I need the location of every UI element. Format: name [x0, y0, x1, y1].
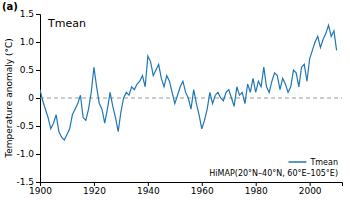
y-tick: -1.0 — [16, 149, 40, 159]
legend: Tmean — [288, 158, 338, 167]
y-tick-label: 1.5 — [20, 9, 34, 19]
y-tick: 1.0 — [20, 37, 40, 47]
y-tick-mark — [36, 98, 40, 99]
x-axis: 1900 1920 1940 1960 1980 2000 — [29, 182, 342, 196]
chart-svg: 1900 1920 1940 1960 1980 2000 -1.5 -1.0 -0.5 0 0.5… — [0, 0, 350, 202]
y-tick: 0 — [28, 93, 40, 103]
y-tick-label: 1.0 — [20, 37, 35, 47]
y-tick-label: -0.5 — [16, 121, 34, 131]
panel-label: (a) — [2, 1, 18, 12]
y-tick-mark — [36, 182, 40, 183]
legend-label: Tmean — [309, 158, 338, 167]
marks — [40, 25, 342, 140]
region-label: HiMAP(20°N–40°N, 60°E–105°E) — [209, 169, 338, 178]
y-tick: -1.5 — [16, 177, 40, 187]
x-tick: 1980 — [245, 182, 268, 196]
y-tick: -0.5 — [16, 121, 40, 131]
y-tick-mark — [36, 70, 40, 71]
chart-container: 1900 1920 1940 1960 1980 2000 -1.5 -1.0 -0.5 0 0.5… — [0, 0, 350, 202]
plot-area: 1900 1920 1940 1960 1980 2000 -1.5 -1.0 -0.5 0 0.5… — [16, 9, 342, 196]
reference-line — [40, 98, 342, 99]
y-tick-label: 0 — [28, 93, 34, 103]
x-tick: 1920 — [83, 182, 106, 196]
chart-title: Tmean — [47, 17, 86, 30]
x-tick-label: 1980 — [245, 186, 268, 196]
x-tick-label: 1940 — [137, 186, 160, 196]
y-tick: 1.5 — [20, 9, 40, 19]
y-tick-label: -1.0 — [16, 149, 34, 159]
x-tick: 2000 — [299, 182, 322, 196]
series-line — [40, 25, 337, 140]
y-tick-label: -1.5 — [16, 177, 34, 187]
y-axis: -1.5 -1.0 -0.5 0 0.5 1.0 1.5 — [16, 9, 40, 187]
y-axis-line — [36, 15, 41, 183]
y-axis-title: Temperature anomaly (°C) — [4, 38, 14, 158]
legend-swatch — [288, 161, 306, 163]
x-tick: 1960 — [191, 182, 214, 196]
y-tick-mark — [36, 154, 40, 155]
x-tick-label: 2000 — [299, 186, 322, 196]
x-tick-label: 1920 — [83, 186, 106, 196]
y-tick-label: 0.5 — [20, 65, 34, 75]
y-tick: 0.5 — [20, 65, 40, 75]
x-tick-label: 1900 — [29, 186, 52, 196]
y-tick-mark — [36, 14, 40, 15]
x-tick: 1940 — [137, 182, 160, 196]
y-tick-mark — [36, 126, 40, 127]
y-tick-mark — [36, 42, 40, 43]
x-tick-label: 1960 — [191, 186, 214, 196]
